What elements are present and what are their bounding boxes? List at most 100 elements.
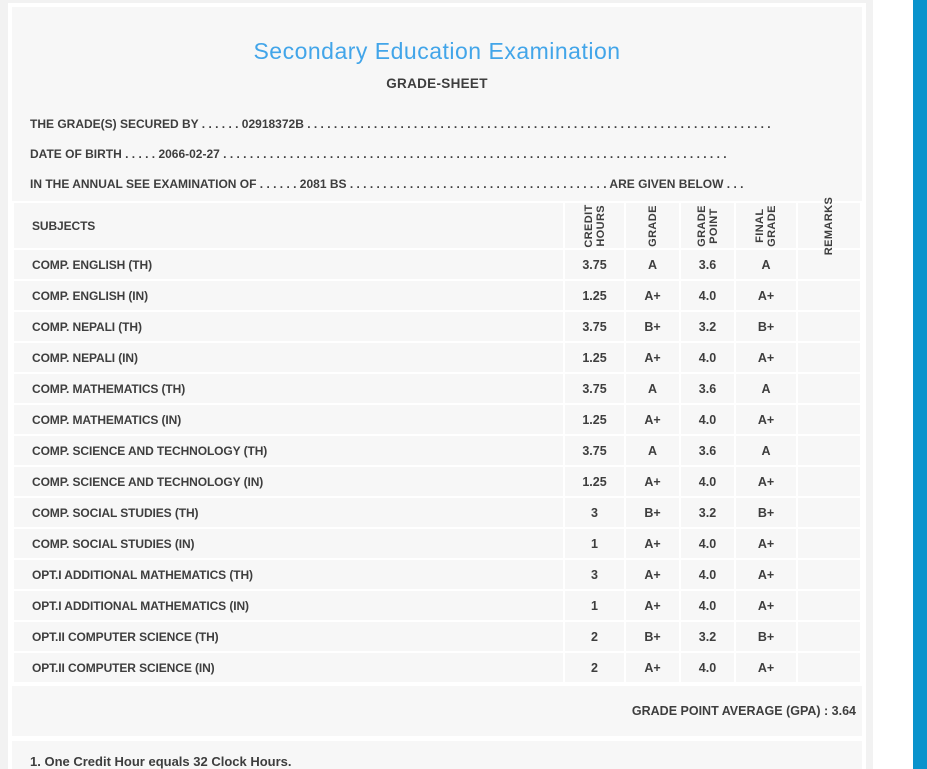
col-header-subjects: SUBJECTS <box>14 203 563 248</box>
remarks-cell <box>798 374 860 403</box>
grades-table: SUBJECTS CREDIT HOURS GRADE GRADE POINT … <box>12 196 862 684</box>
info-line-examination: IN THE ANNUAL SEE EXAMINATION OF . . . .… <box>30 177 744 191</box>
grade-cell: A <box>626 436 679 465</box>
grade-cell: A+ <box>626 343 679 372</box>
table-row: COMP. SOCIAL STUDIES (TH) 3 B+ 3.2 B+ <box>14 498 860 527</box>
credit-hours-cell: 3.75 <box>565 250 624 279</box>
grade-cell: B+ <box>626 498 679 527</box>
table-row: COMP. MATHEMATICS (IN) 1.25 A+ 4.0 A+ <box>14 405 860 434</box>
credit-hours-cell: 1.25 <box>565 281 624 310</box>
subject-cell: COMP. ENGLISH (IN) <box>14 281 563 310</box>
grade-cell: A+ <box>626 653 679 682</box>
grade-point-cell: 3.6 <box>681 374 734 403</box>
page-title: Secondary Education Examination <box>253 38 621 64</box>
remarks-cell <box>798 281 860 310</box>
final-grade-cell: A+ <box>736 653 796 682</box>
table-row: OPT.I ADDITIONAL MATHEMATICS (TH) 3 A+ 4… <box>14 560 860 589</box>
remarks-cell <box>798 653 860 682</box>
credit-hours-cell: 2 <box>565 653 624 682</box>
remarks-cell <box>798 343 860 372</box>
grade-cell: A+ <box>626 591 679 620</box>
grade-cell: B+ <box>626 622 679 651</box>
table-row: COMP. ENGLISH (TH) 3.75 A 3.6 A <box>14 250 860 279</box>
credit-hours-cell: 3.75 <box>565 312 624 341</box>
credit-hours-cell: 3.75 <box>565 436 624 465</box>
student-info-block: THE GRADE(S) SECURED BY . . . . . . 0291… <box>12 109 862 199</box>
grade-point-cell: 4.0 <box>681 529 734 558</box>
info-line-date-of-birth: DATE OF BIRTH . . . . . 2066-02-27 . . .… <box>30 147 727 161</box>
subject-cell: COMP. MATHEMATICS (IN) <box>14 405 563 434</box>
remarks-cell <box>798 405 860 434</box>
table-row: COMP. SCIENCE AND TECHNOLOGY (IN) 1.25 A… <box>14 467 860 496</box>
final-grade-cell: A+ <box>736 591 796 620</box>
col-header-credit-hours: CREDIT HOURS <box>565 203 624 248</box>
grade-point-cell: 3.2 <box>681 622 734 651</box>
grade-point-cell: 3.2 <box>681 312 734 341</box>
col-header-grade: GRADE <box>626 203 679 248</box>
credit-hours-cell: 1.25 <box>565 467 624 496</box>
footnote: 1. One Credit Hour equals 32 Clock Hours… <box>12 736 862 769</box>
subject-cell: OPT.I ADDITIONAL MATHEMATICS (IN) <box>14 591 563 620</box>
grade-point-cell: 4.0 <box>681 343 734 372</box>
footnote-text: 1. One Credit Hour equals 32 Clock Hours… <box>30 754 292 769</box>
table-row: COMP. ENGLISH (IN) 1.25 A+ 4.0 A+ <box>14 281 860 310</box>
grade-cell: B+ <box>626 312 679 341</box>
info-line-secured-by: THE GRADE(S) SECURED BY . . . . . . 0291… <box>30 117 773 131</box>
credit-hours-cell: 2 <box>565 622 624 651</box>
scrollbar-thumb[interactable] <box>913 0 927 769</box>
subject-cell: OPT.I ADDITIONAL MATHEMATICS (TH) <box>14 560 563 589</box>
col-header-final-grade: FINAL GRADE <box>736 203 796 248</box>
remarks-cell <box>798 436 860 465</box>
subject-cell: COMP. MATHEMATICS (TH) <box>14 374 563 403</box>
subject-cell: COMP. ENGLISH (TH) <box>14 250 563 279</box>
final-grade-cell: A <box>736 436 796 465</box>
grade-point-cell: 4.0 <box>681 591 734 620</box>
final-grade-cell: A+ <box>736 405 796 434</box>
gpa-text: GRADE POINT AVERAGE (GPA) : 3.64 <box>631 704 856 718</box>
final-grade-cell: B+ <box>736 622 796 651</box>
grade-point-cell: 4.0 <box>681 405 734 434</box>
final-grade-cell: A+ <box>736 529 796 558</box>
final-grade-cell: A+ <box>736 281 796 310</box>
table-row: COMP. MATHEMATICS (TH) 3.75 A 3.6 A <box>14 374 860 403</box>
remarks-cell <box>798 560 860 589</box>
table-row: OPT.I ADDITIONAL MATHEMATICS (IN) 1 A+ 4… <box>14 591 860 620</box>
credit-hours-cell: 1.25 <box>565 343 624 372</box>
remarks-cell <box>798 529 860 558</box>
table-row: COMP. NEPALI (TH) 3.75 B+ 3.2 B+ <box>14 312 860 341</box>
remarks-cell <box>798 498 860 527</box>
table-row: COMP. SCIENCE AND TECHNOLOGY (TH) 3.75 A… <box>14 436 860 465</box>
subject-cell: OPT.II COMPUTER SCIENCE (TH) <box>14 622 563 651</box>
remarks-cell <box>798 250 860 279</box>
grade-cell: A+ <box>626 467 679 496</box>
gradesheet-page: Secondary Education Examination GRADE-SH… <box>0 0 873 769</box>
gradesheet-panel: Secondary Education Examination GRADE-SH… <box>8 3 866 769</box>
final-grade-cell: A+ <box>736 467 796 496</box>
credit-hours-cell: 3 <box>565 560 624 589</box>
final-grade-cell: B+ <box>736 312 796 341</box>
final-grade-cell: B+ <box>736 498 796 527</box>
subject-cell: COMP. SCIENCE AND TECHNOLOGY (IN) <box>14 467 563 496</box>
subject-cell: COMP. SOCIAL STUDIES (TH) <box>14 498 563 527</box>
grade-point-cell: 4.0 <box>681 281 734 310</box>
grade-point-cell: 3.6 <box>681 436 734 465</box>
grade-cell: A+ <box>626 405 679 434</box>
credit-hours-cell: 1 <box>565 591 624 620</box>
table-row: COMP. SOCIAL STUDIES (IN) 1 A+ 4.0 A+ <box>14 529 860 558</box>
subject-cell: COMP. SOCIAL STUDIES (IN) <box>14 529 563 558</box>
remarks-cell <box>798 312 860 341</box>
table-header-row: SUBJECTS CREDIT HOURS GRADE GRADE POINT … <box>14 196 860 255</box>
final-grade-cell: A <box>736 250 796 279</box>
subject-cell: COMP. NEPALI (TH) <box>14 312 563 341</box>
page-subtitle: GRADE-SHEET <box>386 76 488 91</box>
subject-cell: COMP. SCIENCE AND TECHNOLOGY (TH) <box>14 436 563 465</box>
remarks-cell <box>798 591 860 620</box>
final-grade-cell: A+ <box>736 343 796 372</box>
grade-point-cell: 3.2 <box>681 498 734 527</box>
grade-cell: A+ <box>626 560 679 589</box>
grade-point-cell: 4.0 <box>681 560 734 589</box>
credit-hours-cell: 3 <box>565 498 624 527</box>
grade-point-cell: 3.6 <box>681 250 734 279</box>
subject-cell: OPT.II COMPUTER SCIENCE (IN) <box>14 653 563 682</box>
